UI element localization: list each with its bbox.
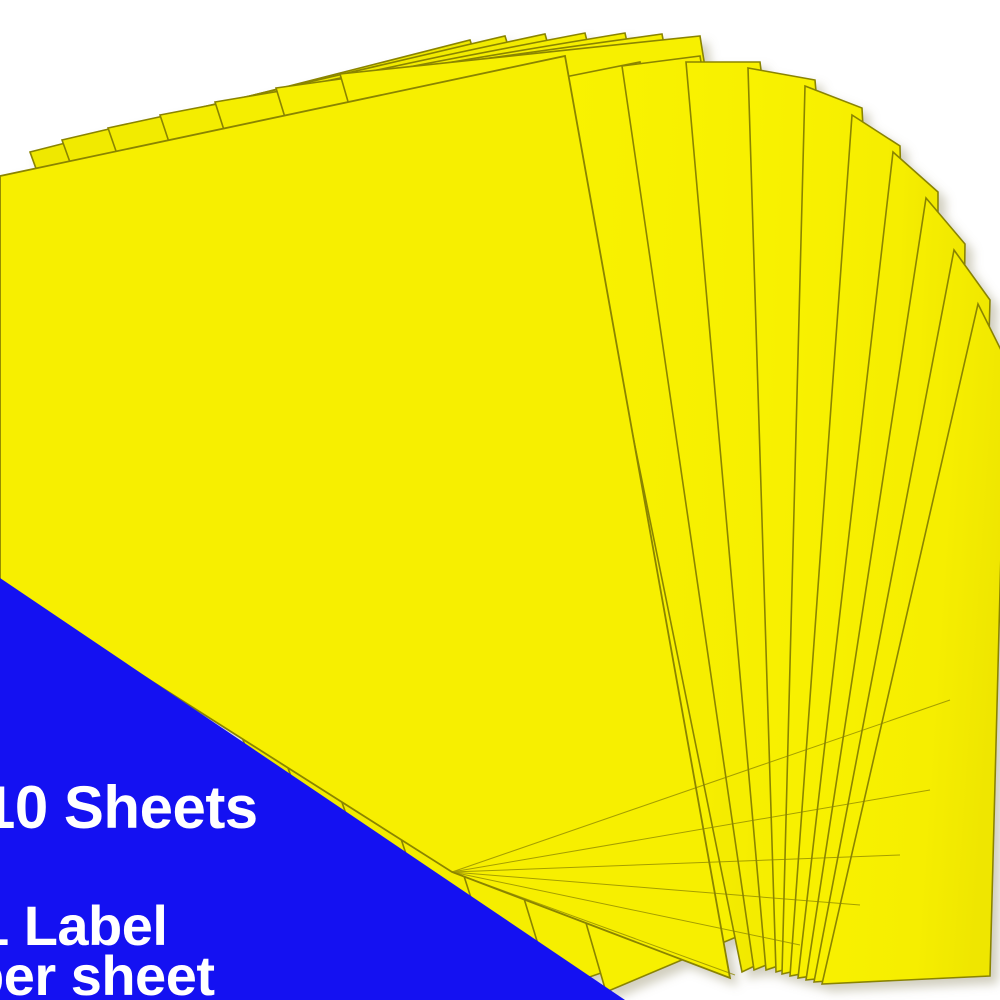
promo-per-sheet-text: per sheet: [0, 944, 215, 1000]
sheet-leaf-right-10: [820, 301, 1000, 985]
promo-label-count-text: 1 Label: [0, 894, 168, 957]
sheet-fan-group: [0, 32, 1000, 994]
promo-sheet-count-text: 10 Sheets: [0, 774, 258, 841]
